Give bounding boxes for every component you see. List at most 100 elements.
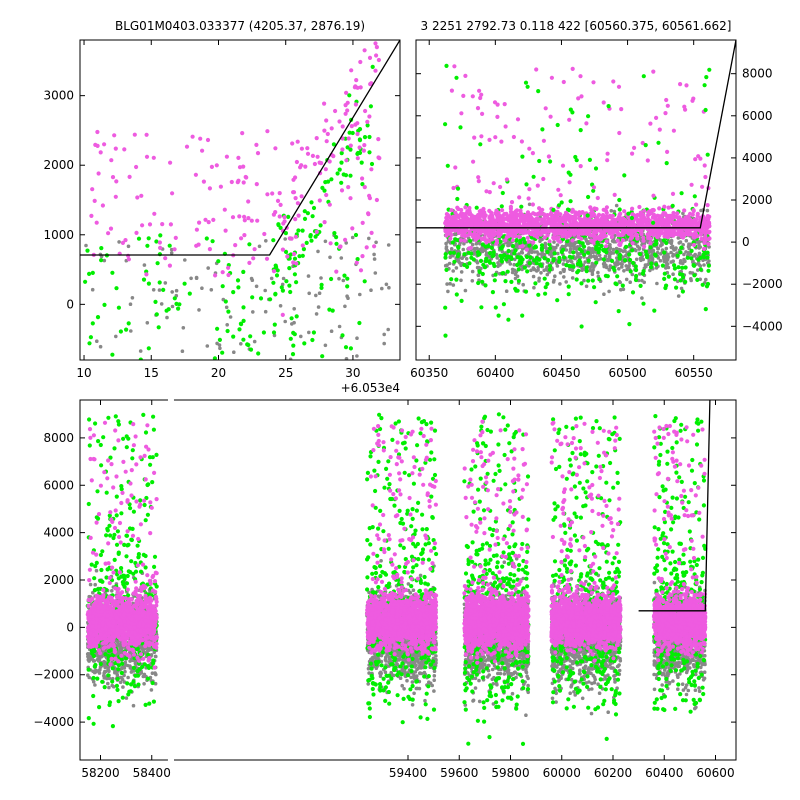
- data-point: [449, 232, 454, 237]
- data-point: [455, 196, 460, 202]
- data-point: [641, 301, 646, 306]
- data-point: [264, 256, 270, 261]
- data-point: [664, 213, 669, 218]
- data-point: [703, 231, 708, 236]
- data-point: [529, 268, 533, 273]
- data-point: [449, 208, 454, 213]
- data-point: [567, 180, 572, 185]
- data-point: [474, 205, 479, 210]
- data-point: [363, 108, 368, 114]
- x-offset-label: +6.053e4: [341, 381, 400, 395]
- data-point: [598, 237, 604, 242]
- data-point: [704, 277, 708, 282]
- data-point: [454, 277, 459, 282]
- data-point: [587, 232, 592, 237]
- data-point: [564, 263, 569, 268]
- data-point: [581, 244, 587, 249]
- data-point: [448, 281, 452, 286]
- x-tick-label: 60500: [608, 366, 646, 380]
- data-point: [648, 268, 652, 273]
- data-point: [163, 281, 168, 285]
- data-point: [587, 217, 593, 222]
- data-point: [551, 236, 557, 241]
- data-point: [553, 274, 557, 279]
- data-point: [671, 247, 676, 251]
- data-point: [491, 233, 496, 238]
- data-point: [212, 356, 217, 360]
- data-point: [641, 235, 646, 240]
- data-point: [487, 190, 492, 195]
- data-point: [663, 111, 668, 116]
- data-point: [626, 231, 631, 236]
- data-point: [367, 114, 372, 119]
- data-point: [382, 332, 387, 337]
- data-point: [348, 346, 353, 351]
- data-point: [540, 207, 545, 212]
- data-point: [158, 233, 163, 238]
- data-point: [491, 220, 496, 225]
- data-point: [610, 230, 616, 235]
- data-point: [521, 219, 526, 224]
- data-point: [205, 344, 210, 348]
- data-point: [479, 305, 484, 310]
- data-point: [310, 337, 315, 343]
- y-tick-label: 0: [66, 297, 74, 311]
- data-point: [520, 257, 525, 262]
- data-point: [367, 193, 372, 198]
- data-point: [630, 151, 635, 156]
- data-point: [566, 284, 571, 289]
- data-point: [141, 674, 146, 679]
- data-point: [584, 284, 589, 289]
- data-point: [648, 121, 653, 126]
- data-point: [537, 276, 541, 281]
- data-point: [294, 280, 299, 285]
- data-point: [558, 216, 563, 221]
- data-point: [327, 307, 332, 312]
- data-point: [347, 93, 352, 98]
- data-point: [525, 235, 530, 240]
- data-point: [360, 254, 365, 259]
- data-point: [372, 244, 377, 249]
- data-point: [230, 215, 236, 220]
- data-point: [527, 187, 532, 192]
- data-point: [207, 186, 212, 191]
- data-point: [561, 262, 566, 266]
- data-point: [229, 179, 234, 185]
- data-point: [120, 240, 125, 245]
- data-point: [308, 233, 313, 238]
- data-point: [118, 680, 123, 685]
- data-point: [106, 681, 110, 686]
- data-point: [539, 271, 543, 275]
- data-point: [98, 344, 103, 349]
- data-point: [299, 146, 304, 151]
- data-point: [662, 204, 667, 209]
- data-point: [705, 255, 710, 260]
- data-point: [570, 207, 575, 212]
- data-point: [153, 671, 157, 675]
- data-point: [568, 223, 573, 228]
- data-point: [501, 271, 506, 276]
- data-point: [170, 304, 175, 309]
- model-line: [80, 40, 400, 256]
- data-point: [510, 234, 516, 239]
- data-point: [671, 254, 675, 258]
- data-point: [98, 665, 103, 669]
- data-point: [603, 219, 608, 224]
- data-point: [471, 257, 476, 262]
- data-point: [706, 216, 711, 222]
- data-point: [604, 239, 609, 244]
- data-point: [155, 261, 160, 266]
- data-point: [312, 161, 317, 167]
- data-point: [450, 240, 455, 245]
- data-point: [302, 209, 307, 214]
- data-point: [247, 260, 252, 265]
- data-point: [643, 249, 649, 254]
- data-point: [616, 309, 621, 314]
- data-point: [452, 259, 457, 264]
- data-point: [619, 107, 624, 112]
- data-point: [320, 354, 325, 359]
- data-point: [463, 288, 468, 293]
- data-point: [302, 216, 308, 221]
- data-point: [240, 131, 245, 136]
- data-point: [126, 675, 130, 680]
